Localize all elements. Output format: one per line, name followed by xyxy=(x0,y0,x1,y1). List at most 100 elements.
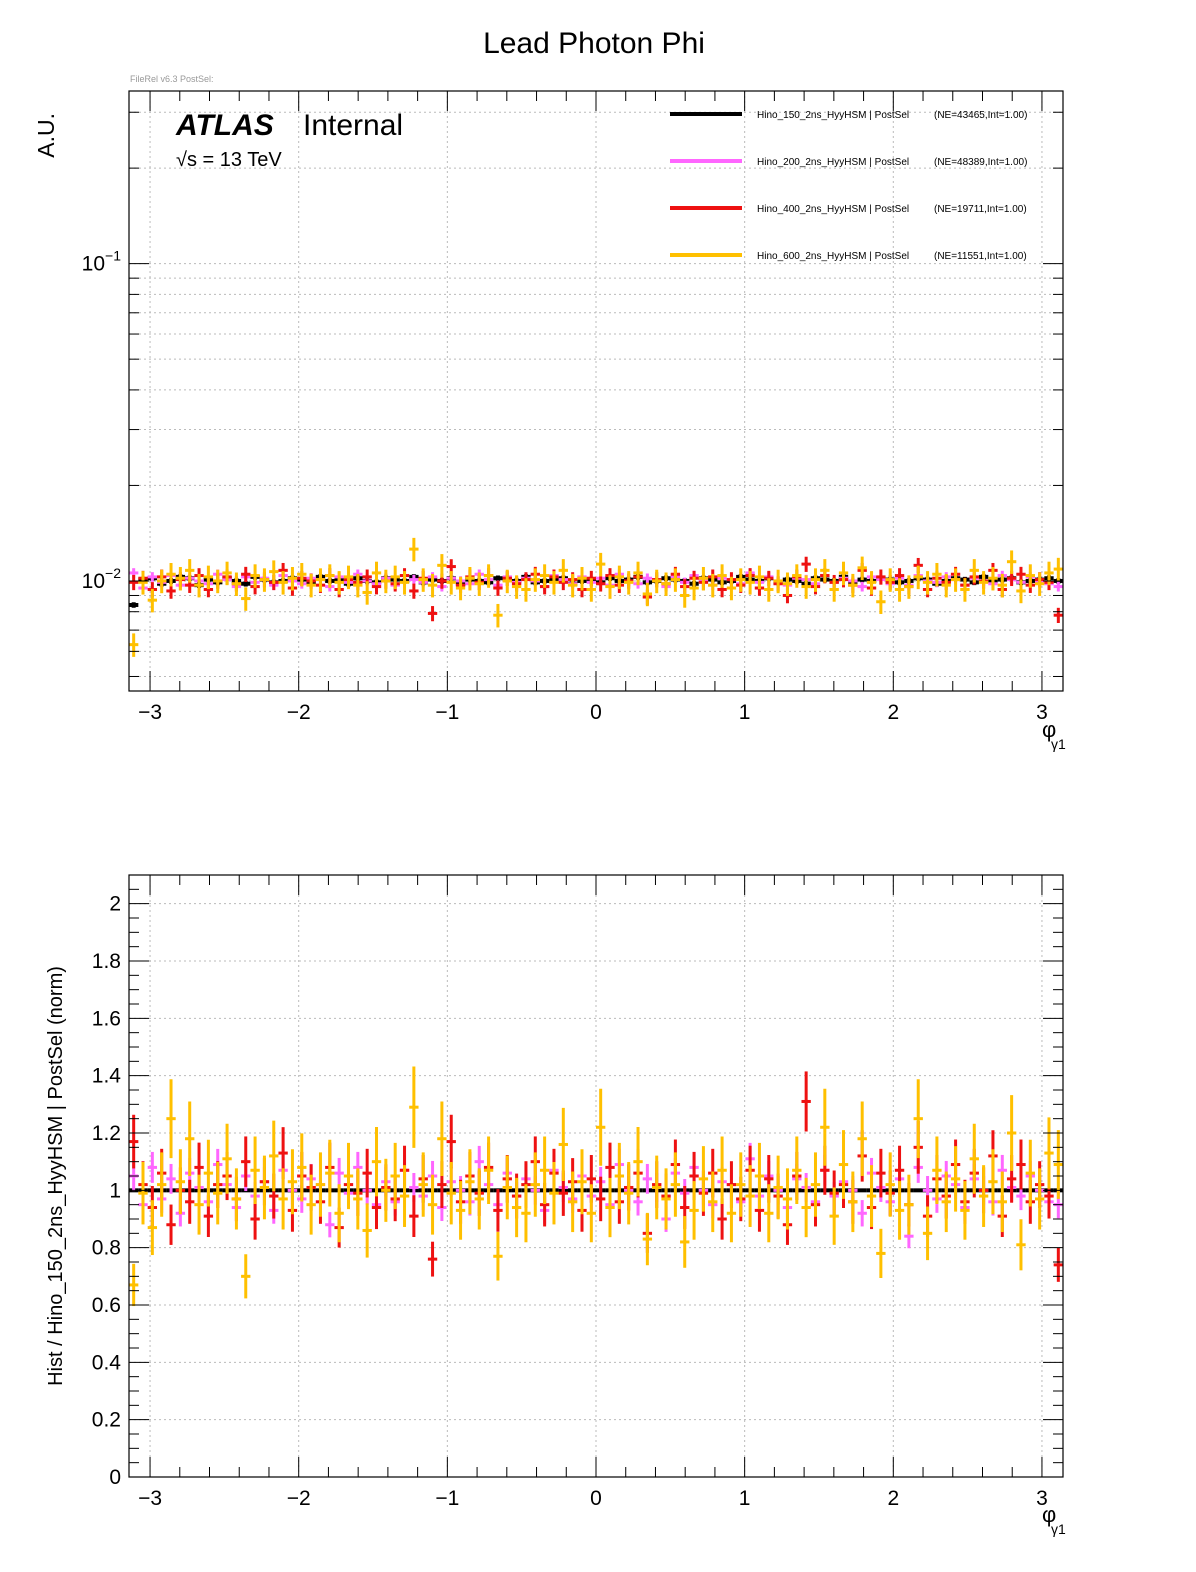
bottom-point xyxy=(390,1142,400,1210)
top-point xyxy=(483,564,494,588)
top-point xyxy=(997,573,1007,598)
top-point xyxy=(418,568,428,592)
legend-stats: (NE=19711,Int=1.00) xyxy=(934,204,1027,215)
top-point xyxy=(427,606,438,622)
bottom-point xyxy=(493,1189,503,1232)
bottom-point xyxy=(801,1177,811,1238)
bottom-y-axis-label: Hist / Hino_150_2ns_HyyHSM | PostSel (no… xyxy=(45,966,67,1386)
bottom-point xyxy=(446,1114,456,1169)
bottom-point xyxy=(736,1152,746,1217)
bottom-point xyxy=(614,1142,625,1210)
top-point xyxy=(194,573,204,598)
bottom-point xyxy=(596,1088,606,1166)
bottom-point xyxy=(371,1126,382,1197)
top-point xyxy=(969,559,979,583)
top-point xyxy=(913,565,923,590)
bottom-point xyxy=(1006,1095,1017,1171)
legend-label: Hino_600_2ns_HyyHSM | PostSel xyxy=(757,251,909,262)
bottom-point xyxy=(838,1130,849,1199)
bottom-point xyxy=(661,1168,671,1230)
top-x-axis-label: φ γ1 xyxy=(1042,717,1066,752)
bottom-point xyxy=(960,1181,970,1240)
bottom-point xyxy=(866,1165,877,1227)
bottom-point xyxy=(166,1163,176,1194)
top-point xyxy=(287,566,298,591)
bottom-point xyxy=(829,1187,839,1245)
top-point xyxy=(213,569,223,594)
bottom-series-3 xyxy=(129,1066,1063,1307)
top-x-label-sub: γ1 xyxy=(1051,736,1066,752)
bottom-y-tick-label: 2 xyxy=(109,893,121,916)
bottom-point xyxy=(437,1101,447,1176)
bottom-point xyxy=(259,1155,270,1220)
top-point xyxy=(801,575,811,599)
bottom-y-tick-label: 1.8 xyxy=(92,950,121,973)
bottom-point xyxy=(689,1181,699,1240)
top-point xyxy=(661,572,671,596)
top-point xyxy=(932,562,942,587)
top-point xyxy=(848,573,858,598)
bottom-point xyxy=(353,1168,363,1230)
bottom-point xyxy=(306,1174,316,1235)
top-point xyxy=(876,590,886,614)
top-point xyxy=(343,565,354,590)
bottom-y-tick-label: 1.4 xyxy=(92,1065,122,1088)
bottom-point xyxy=(511,1177,522,1238)
top-series-3 xyxy=(129,537,1063,657)
top-point xyxy=(754,565,765,590)
top-point xyxy=(708,573,718,598)
bottom-point xyxy=(932,1136,942,1205)
bottom-point xyxy=(409,1195,419,1238)
bottom-point xyxy=(502,1155,512,1220)
top-point xyxy=(988,566,998,591)
top-point xyxy=(147,588,158,613)
top-point xyxy=(147,572,158,582)
bottom-point xyxy=(717,1136,727,1205)
top-point xyxy=(764,578,774,602)
bottom-point xyxy=(427,1174,438,1235)
bottom-point xyxy=(810,1152,821,1217)
file-tag: FileRel v6.3 PostSel: xyxy=(130,74,214,84)
top-point xyxy=(157,569,167,594)
bottom-y-tick-label: 1.2 xyxy=(92,1122,121,1145)
legend-stats: (NE=11551,Int=1.00) xyxy=(934,251,1027,262)
top-point xyxy=(493,580,503,596)
top-y-tick-label: 10−2 xyxy=(82,565,122,593)
top-point xyxy=(1053,607,1063,623)
top-point xyxy=(502,569,512,594)
top-x-tick-label: 2 xyxy=(887,701,899,724)
top-point xyxy=(605,575,615,599)
bottom-point xyxy=(241,1136,251,1187)
bottom-point xyxy=(465,1149,475,1215)
bottom-point xyxy=(409,1066,419,1148)
bottom-point xyxy=(166,1079,176,1159)
bottom-point xyxy=(474,1168,484,1230)
bottom-point xyxy=(185,1179,195,1224)
legend-label: Hino_150_2ns_HyyHSM | PostSel xyxy=(757,110,909,121)
bottom-axis-ticks xyxy=(129,874,1063,1478)
top-grid xyxy=(129,91,1063,691)
top-point xyxy=(922,571,933,595)
top-x-tick-label: 0 xyxy=(590,701,602,724)
bottom-y-tick-label: 1 xyxy=(109,1179,121,1202)
bottom-y-tick-label: 1.6 xyxy=(92,1007,121,1030)
bottom-point xyxy=(418,1152,428,1217)
top-point xyxy=(567,573,578,598)
top-x-tick-label: 1 xyxy=(739,701,751,724)
top-panel: −3 −2 −1 0 1 2 3 10−1 10−2 A.U. φ γ1 ATLAS Inte… xyxy=(33,90,1066,752)
bottom-y-tick-label: 0.2 xyxy=(92,1409,121,1432)
bottom-x-tick-label: 2 xyxy=(887,1487,899,1510)
top-point xyxy=(315,568,326,592)
top-point xyxy=(549,571,559,595)
top-point xyxy=(978,571,989,595)
top-point xyxy=(129,574,139,591)
top-x-tick-label: −1 xyxy=(435,701,459,724)
bottom-point xyxy=(997,1171,1007,1233)
bottom-point xyxy=(726,1184,737,1243)
top-point xyxy=(596,576,606,592)
bottom-point xyxy=(922,1206,933,1261)
top-x-label-main: φ xyxy=(1042,717,1056,742)
top-point xyxy=(539,564,550,588)
legend-label: Hino_200_2ns_HyyHSM | PostSel xyxy=(757,157,909,168)
top-y-tick-labels: 10−1 10−2 xyxy=(82,248,122,593)
